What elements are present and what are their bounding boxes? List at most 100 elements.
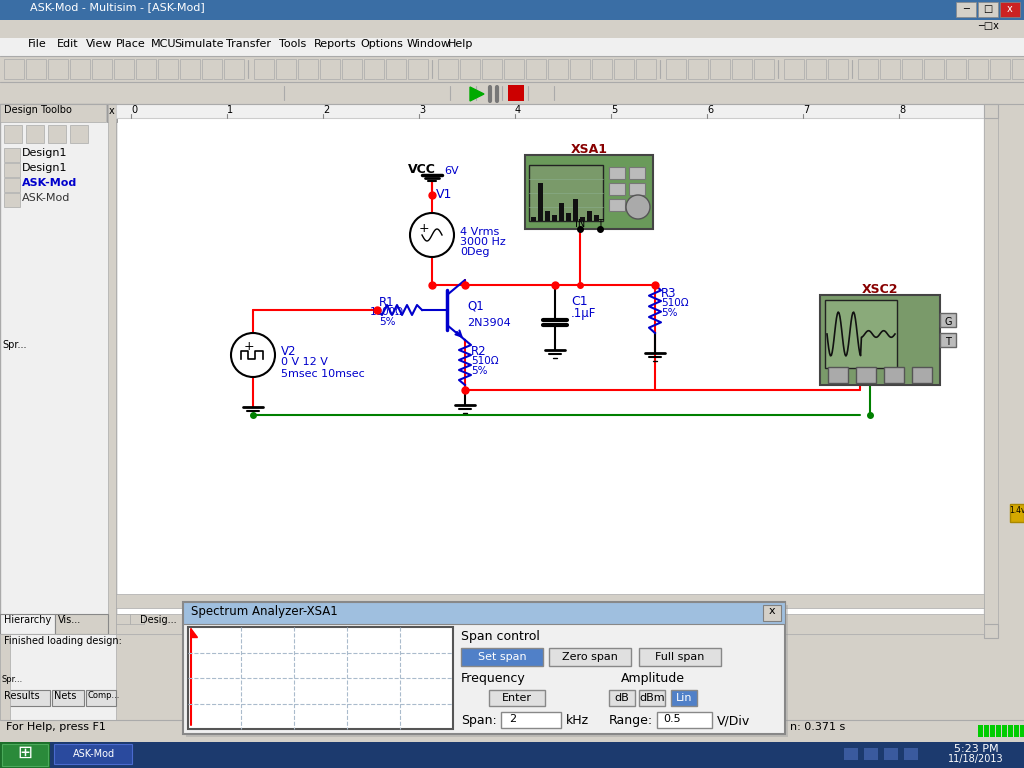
Bar (763, 605, 781, 621)
Text: n: 0.371 s: n: 0.371 s (790, 722, 845, 732)
Text: Spectrum Analyzer-XSA1: Spectrum Analyzer-XSA1 (191, 605, 338, 618)
Bar (116, 104, 984, 634)
Text: 7: 7 (803, 105, 809, 115)
Bar (48, 59, 68, 79)
Bar (202, 59, 222, 79)
Text: 0Deg: 0Deg (460, 247, 489, 257)
Bar (666, 59, 686, 79)
Bar (508, 85, 526, 101)
Bar (629, 167, 645, 179)
Text: Tools: Tools (279, 39, 306, 49)
Bar (482, 59, 502, 79)
Bar (204, 85, 222, 101)
Bar (63, 85, 82, 101)
Bar (0, 634, 10, 724)
Text: C1: C1 (571, 295, 588, 308)
Bar (224, 85, 242, 101)
Text: 2N3904: 2N3904 (467, 318, 511, 328)
Text: Results: Results (4, 691, 40, 701)
Text: 1: 1 (227, 105, 233, 115)
Text: ASK-Mod: ASK-Mod (73, 749, 115, 759)
Text: Enter: Enter (502, 693, 532, 703)
Bar (1000, 2, 1020, 17)
Bar (904, 748, 918, 760)
Text: □: □ (983, 4, 992, 14)
Text: XSC2: XSC2 (862, 283, 898, 296)
Bar (545, 211, 550, 221)
Bar (4, 163, 20, 177)
Bar (990, 59, 1010, 79)
Bar (529, 165, 603, 221)
Text: +: + (244, 340, 254, 353)
Bar (884, 367, 904, 383)
Bar (54, 744, 132, 764)
Bar (525, 155, 653, 229)
Text: ─: ─ (963, 4, 969, 14)
Bar (116, 614, 984, 634)
Text: 4: 4 (515, 105, 521, 115)
Bar (1010, 504, 1024, 522)
Bar (587, 211, 592, 221)
Text: V1: V1 (436, 188, 453, 201)
Bar (984, 725, 989, 737)
Bar (276, 59, 296, 79)
Text: Window: Window (407, 39, 451, 49)
Bar (26, 125, 44, 143)
Bar (319, 59, 340, 79)
Text: Comp...: Comp... (88, 691, 121, 700)
Bar (456, 85, 474, 101)
Bar (86, 690, 116, 706)
Bar (858, 59, 878, 79)
Text: ASK-Mod: ASK-Mod (22, 178, 77, 188)
Bar (0, 56, 1024, 82)
Text: File: File (28, 39, 47, 49)
Bar (2, 744, 48, 766)
Text: View: View (86, 39, 113, 49)
Circle shape (626, 195, 650, 219)
Bar (116, 104, 984, 118)
Text: .1μF: .1μF (571, 307, 596, 320)
Bar (158, 59, 178, 79)
Bar (912, 367, 932, 383)
Bar (264, 85, 282, 101)
Bar (531, 217, 536, 221)
Bar (184, 85, 202, 101)
Bar (1020, 725, 1024, 737)
Text: 1000Ω: 1000Ω (370, 307, 404, 317)
Bar (580, 217, 585, 221)
Bar (130, 614, 144, 624)
Bar (104, 85, 122, 101)
Bar (0, 104, 116, 634)
Bar (4, 178, 20, 192)
Text: T: T (597, 219, 603, 229)
Bar (70, 125, 88, 143)
Bar (629, 199, 645, 211)
Bar (164, 85, 182, 101)
Text: Place: Place (116, 39, 145, 49)
Bar (880, 59, 900, 79)
Text: Zero span: Zero span (562, 652, 617, 662)
Text: Set span: Set span (477, 652, 526, 662)
Bar (488, 85, 504, 101)
Bar (0, 742, 50, 768)
Bar (0, 614, 55, 634)
Bar (84, 85, 102, 101)
Bar (0, 104, 106, 122)
Bar (984, 104, 998, 118)
Text: ─□x: ─□x (978, 21, 998, 31)
Bar (370, 85, 388, 101)
Text: ASK-Mod: ASK-Mod (22, 193, 71, 203)
Bar (629, 183, 645, 195)
Text: G: G (944, 317, 951, 327)
Bar (996, 725, 1001, 737)
Text: 6V: 6V (444, 166, 459, 176)
Bar (592, 59, 612, 79)
Bar (902, 59, 922, 79)
Bar (825, 300, 897, 368)
Bar (386, 59, 406, 79)
Bar (688, 59, 708, 79)
Text: R2: R2 (471, 345, 486, 358)
Bar (438, 59, 458, 79)
Bar (92, 59, 112, 79)
Bar (594, 215, 599, 221)
